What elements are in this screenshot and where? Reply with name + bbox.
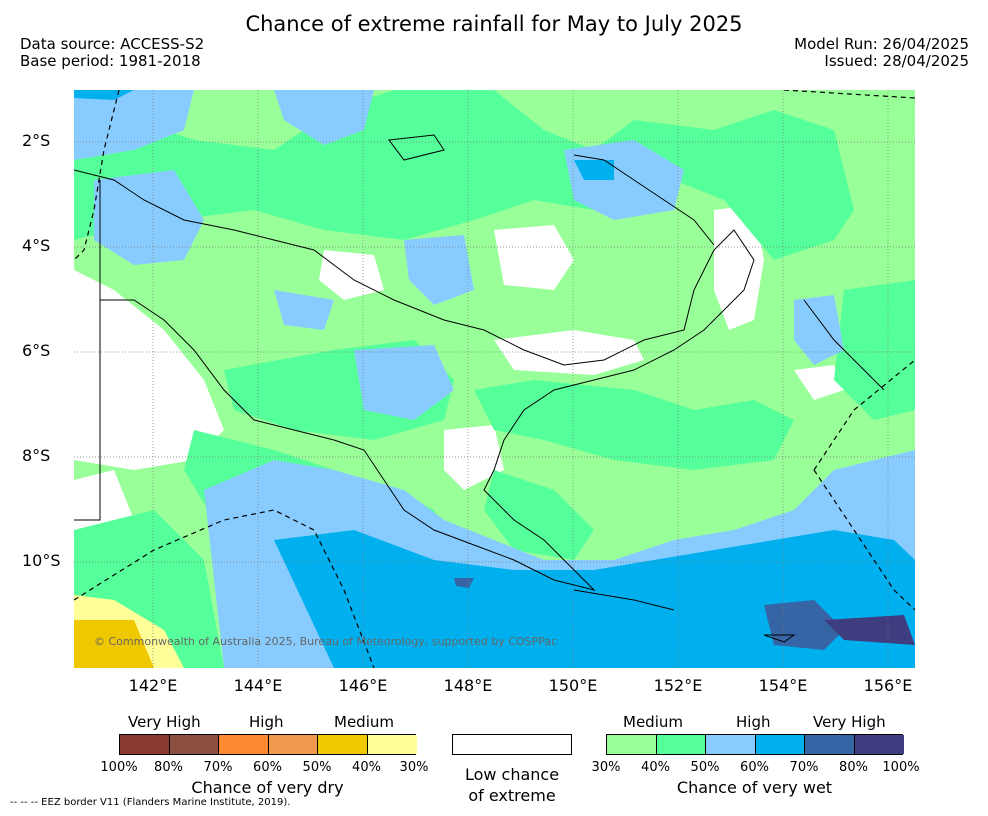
low-chance-caption: Low chance of extreme	[440, 764, 584, 806]
dry-legend-high: High	[249, 713, 284, 731]
wet-pct-label: 100%	[882, 760, 920, 775]
lat-label: 8°S	[22, 446, 51, 465]
very-high-wet-region	[824, 615, 915, 645]
lat-label: 4°S	[22, 236, 51, 255]
low-chance-box	[452, 734, 572, 755]
high-wet-region	[794, 295, 844, 365]
wet-pct-label: 30%	[591, 760, 621, 775]
dry-region	[74, 620, 154, 668]
island-coastline	[573, 154, 715, 246]
low-chance-line1: Low chance	[464, 765, 560, 784]
colorbar-cell	[318, 735, 368, 754]
dry-pct-label: 70%	[203, 760, 233, 775]
dry-pct-label: 40%	[352, 760, 381, 775]
low-chance-line2: of extreme	[468, 786, 556, 805]
low-chance-region	[794, 365, 844, 400]
colorbar-cell	[755, 735, 805, 754]
eez-footnote: -- -- -- EEZ border V11 (Flanders Marine…	[10, 797, 291, 808]
island-coastline	[803, 299, 885, 391]
colorbar-cell	[120, 735, 170, 754]
lon-label: 152°E	[653, 676, 703, 695]
high-wet-region	[94, 170, 204, 265]
very-high-wet-region	[764, 600, 844, 650]
lat-label: 10°S	[22, 551, 61, 570]
medium-wet-region	[834, 280, 915, 420]
high-wet-region	[74, 90, 194, 160]
island-coastline	[763, 634, 796, 643]
low-chance-region	[74, 470, 134, 530]
wet-pct-label: 80%	[839, 760, 868, 775]
wet-legend-caption: Chance of very wet	[676, 778, 833, 797]
lon-label: 156°E	[863, 676, 913, 695]
high-wet-region	[274, 90, 374, 145]
high-wet-region	[274, 290, 334, 330]
island-coastline	[573, 589, 675, 611]
header-right: Model Run: 26/04/2025 Issued: 28/04/2025	[794, 36, 969, 70]
coastlines	[74, 134, 885, 643]
colorbar-cell	[805, 735, 855, 754]
colorbar-cell	[607, 735, 657, 754]
colorbar-cell	[367, 735, 417, 754]
dry-legend-medium: Medium	[334, 713, 394, 731]
dry-legend-caption: Chance of very dry	[191, 778, 344, 797]
very-high-wet-region	[274, 530, 915, 668]
lat-label: 6°S	[22, 341, 51, 360]
very-high-wet-region	[574, 160, 614, 180]
dry-colorbar	[119, 734, 417, 755]
colorbar-cell	[706, 735, 756, 754]
lat-label: 2°S	[22, 131, 51, 150]
wet-pct-label: 60%	[740, 760, 769, 775]
data-source-text: Data source: ACCESS-S2	[20, 35, 205, 53]
medium-wet-region	[74, 90, 854, 260]
low-chance-region	[494, 330, 644, 375]
low-chance-region	[319, 250, 384, 300]
colorbar-cell	[169, 735, 219, 754]
issued-text: Issued: 28/04/2025	[824, 52, 969, 70]
lon-label: 154°E	[758, 676, 808, 695]
lon-label: 148°E	[443, 676, 493, 695]
lon-label: 146°E	[338, 676, 388, 695]
header-left: Data source: ACCESS-S2 Base period: 1981…	[20, 36, 204, 70]
very-high-wet-region	[74, 90, 134, 100]
lon-label: 144°E	[233, 676, 283, 695]
dry-pct-label: 100%	[100, 760, 138, 775]
dry-pct-label: 30%	[399, 760, 429, 775]
low-chance-region	[444, 425, 504, 490]
medium-wet-region	[474, 380, 794, 470]
low-chance-region	[494, 225, 574, 290]
high-wet-region	[404, 235, 474, 305]
colorbar-cell	[268, 735, 318, 754]
eez-border	[74, 90, 915, 668]
medium-wet-region	[484, 470, 594, 560]
dry-legend-very-high: Very High	[128, 713, 201, 731]
map-panel[interactable]: © Commonwealth of Australia 2025, Bureau…	[74, 90, 915, 668]
low-chance-region	[74, 270, 224, 470]
dry-pct-label: 80%	[154, 760, 183, 775]
wet-pct-label: 40%	[641, 760, 670, 775]
low-chance-region	[714, 205, 764, 330]
very-high-wet-region	[454, 578, 474, 588]
base-period-text: Base period: 1981-2018	[20, 52, 201, 70]
dry-pct-label: 60%	[253, 760, 282, 775]
mainland-coastline	[74, 169, 755, 591]
wet-pct-label: 50%	[690, 760, 720, 775]
lon-label: 142°E	[128, 676, 178, 695]
copyright-text: © Commonwealth of Australia 2025, Bureau…	[94, 635, 557, 648]
wet-legend-high: High	[736, 713, 771, 731]
colorbar-cell	[656, 735, 706, 754]
colorbar-cell	[219, 735, 269, 754]
wet-colorbar	[606, 734, 904, 755]
wet-legend-medium: Medium	[623, 713, 683, 731]
wet-pct-label: 70%	[789, 760, 819, 775]
rainfall-map: © Commonwealth of Australia 2025, Bureau…	[74, 90, 915, 668]
island-coastline	[388, 134, 445, 161]
high-wet-region	[354, 345, 454, 420]
lon-label: 150°E	[548, 676, 598, 695]
colorbar-cell	[854, 735, 904, 754]
chart-title: Chance of extreme rainfall for May to Ju…	[245, 12, 743, 36]
graticule	[74, 90, 915, 668]
dry-pct-label: 50%	[302, 760, 332, 775]
model-run-text: Model Run: 26/04/2025	[794, 35, 969, 53]
wet-legend-very-high: Very High	[813, 713, 886, 731]
